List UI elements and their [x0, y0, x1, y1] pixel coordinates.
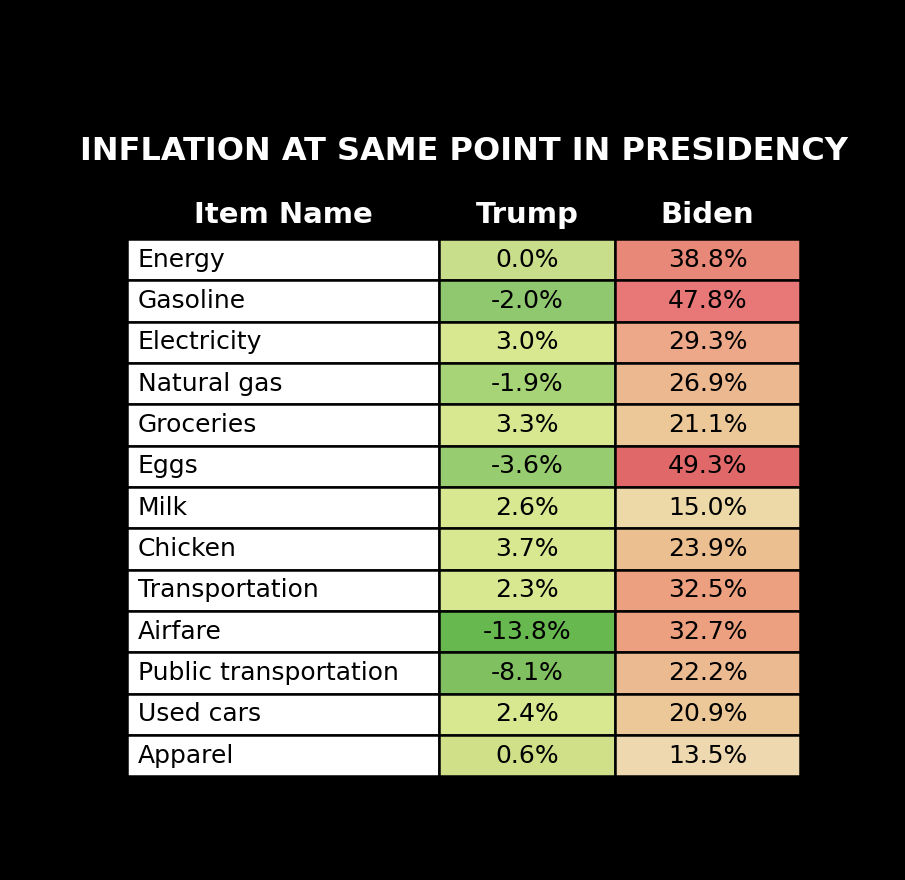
Text: 38.8%: 38.8% — [668, 248, 748, 272]
Text: 2.3%: 2.3% — [495, 578, 558, 603]
Bar — [439, 363, 614, 405]
Text: 32.7%: 32.7% — [668, 620, 748, 644]
Text: 47.8%: 47.8% — [668, 290, 748, 313]
Bar — [614, 239, 800, 281]
Text: 13.5%: 13.5% — [668, 744, 748, 767]
Text: Item Name: Item Name — [194, 201, 373, 229]
Text: 2.4%: 2.4% — [495, 702, 558, 726]
Text: Public transportation: Public transportation — [138, 661, 398, 686]
Bar — [614, 528, 800, 569]
Text: 29.3%: 29.3% — [668, 330, 748, 355]
Text: 3.0%: 3.0% — [495, 330, 558, 355]
Bar — [127, 735, 439, 776]
Text: Eggs: Eggs — [138, 454, 198, 479]
Bar — [127, 528, 439, 569]
Bar — [439, 652, 614, 693]
Bar — [614, 693, 800, 735]
Bar — [127, 322, 439, 363]
Bar — [614, 611, 800, 652]
Bar — [127, 569, 439, 611]
Bar — [127, 652, 439, 693]
Bar — [439, 735, 614, 776]
Bar — [127, 693, 439, 735]
Text: Groceries: Groceries — [138, 413, 257, 437]
Text: 32.5%: 32.5% — [668, 578, 748, 603]
Bar — [439, 322, 614, 363]
Bar — [614, 405, 800, 446]
Bar — [439, 239, 614, 281]
Bar — [614, 322, 800, 363]
Bar — [127, 281, 439, 322]
Bar — [614, 281, 800, 322]
Text: -13.8%: -13.8% — [482, 620, 571, 644]
Bar — [614, 569, 800, 611]
Text: 15.0%: 15.0% — [668, 495, 748, 520]
Text: 2.6%: 2.6% — [495, 495, 558, 520]
Bar — [614, 488, 800, 528]
Bar — [127, 190, 439, 239]
Bar — [614, 190, 800, 239]
Text: 0.6%: 0.6% — [495, 744, 558, 767]
Text: 22.2%: 22.2% — [668, 661, 748, 686]
Text: Chicken: Chicken — [138, 537, 236, 561]
Text: INFLATION AT SAME POINT IN PRESIDENCY: INFLATION AT SAME POINT IN PRESIDENCY — [80, 136, 848, 167]
Text: 20.9%: 20.9% — [668, 702, 748, 726]
Text: -8.1%: -8.1% — [491, 661, 563, 686]
Bar — [439, 569, 614, 611]
Text: 49.3%: 49.3% — [668, 454, 748, 479]
Text: Gasoline: Gasoline — [138, 290, 246, 313]
Bar — [127, 405, 439, 446]
Bar — [439, 488, 614, 528]
Bar — [439, 528, 614, 569]
Text: Airfare: Airfare — [138, 620, 222, 644]
Bar — [614, 363, 800, 405]
Text: -2.0%: -2.0% — [491, 290, 563, 313]
Text: 21.1%: 21.1% — [668, 413, 748, 437]
Text: Apparel: Apparel — [138, 744, 234, 767]
Text: 3.7%: 3.7% — [495, 537, 558, 561]
Text: 23.9%: 23.9% — [668, 537, 748, 561]
Text: Trump: Trump — [475, 201, 578, 229]
Bar — [614, 735, 800, 776]
Bar — [127, 611, 439, 652]
Bar — [614, 446, 800, 488]
Bar — [439, 693, 614, 735]
Text: Biden: Biden — [661, 201, 755, 229]
Bar — [614, 652, 800, 693]
Text: Natural gas: Natural gas — [138, 371, 282, 396]
Text: Transportation: Transportation — [138, 578, 319, 603]
Text: 26.9%: 26.9% — [668, 371, 748, 396]
Text: -3.6%: -3.6% — [491, 454, 563, 479]
Bar — [439, 405, 614, 446]
Text: Milk: Milk — [138, 495, 188, 520]
Bar — [127, 446, 439, 488]
Text: 0.0%: 0.0% — [495, 248, 558, 272]
Bar — [439, 281, 614, 322]
Text: -1.9%: -1.9% — [491, 371, 563, 396]
Bar — [439, 446, 614, 488]
Bar — [127, 363, 439, 405]
Bar — [127, 239, 439, 281]
Bar — [439, 190, 614, 239]
Text: Used cars: Used cars — [138, 702, 261, 726]
Bar — [439, 611, 614, 652]
Bar — [127, 488, 439, 528]
Text: Energy: Energy — [138, 248, 225, 272]
Text: 3.3%: 3.3% — [495, 413, 558, 437]
Text: Electricity: Electricity — [138, 330, 262, 355]
